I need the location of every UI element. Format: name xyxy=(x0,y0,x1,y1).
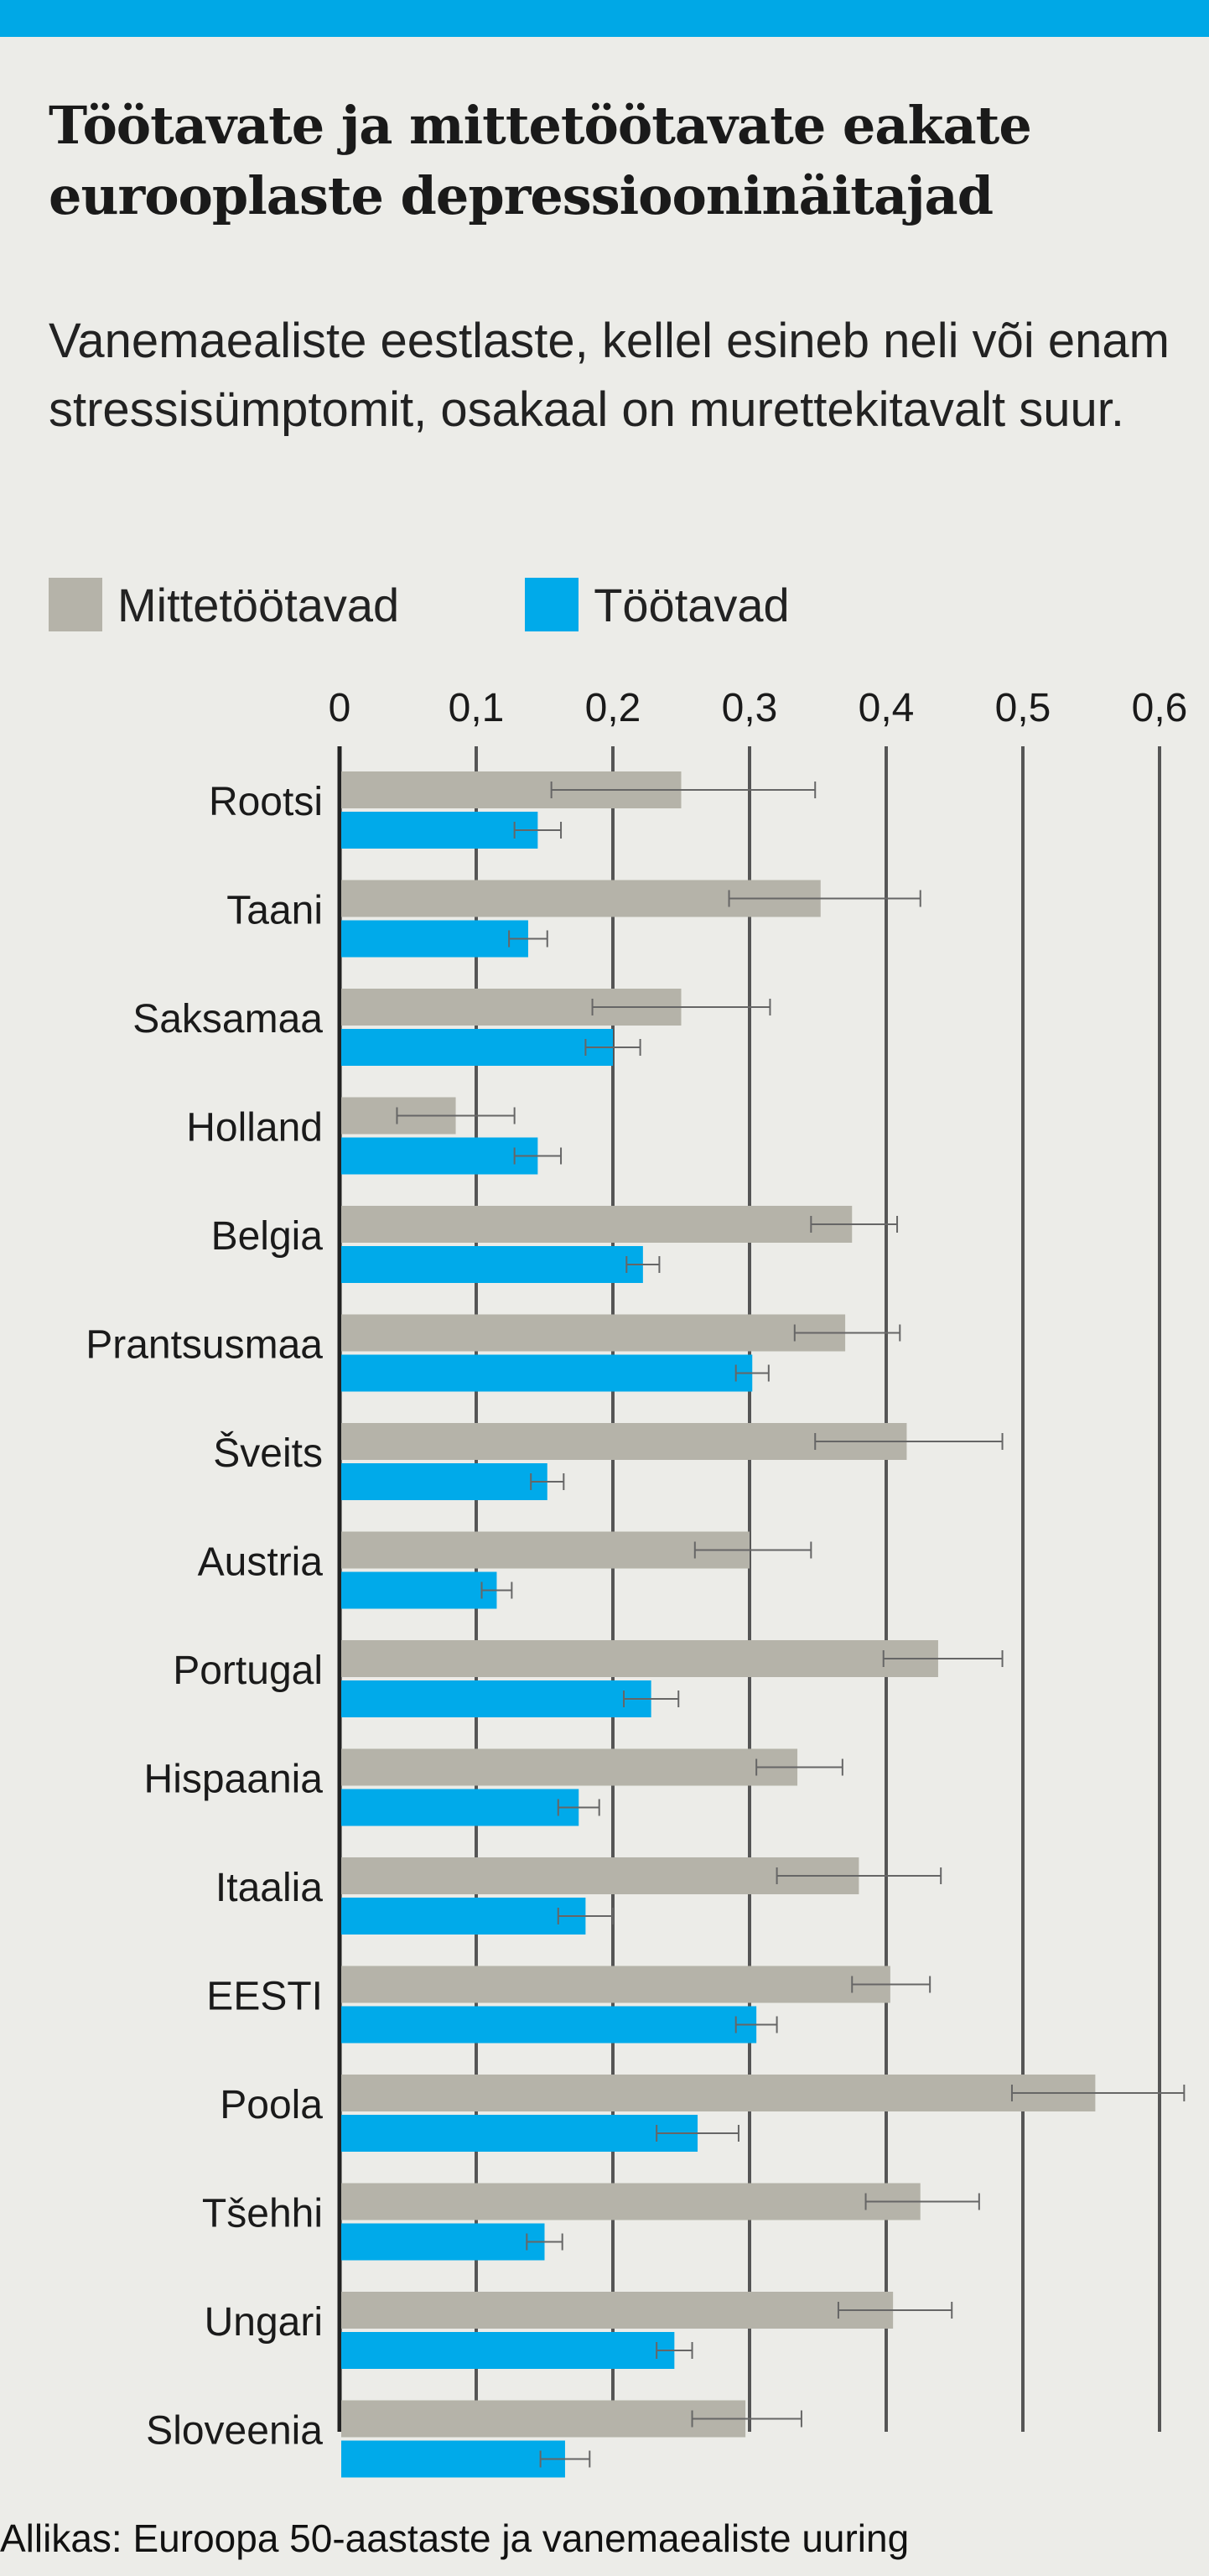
bar-tootavad xyxy=(341,1463,547,1500)
bar-mittetootavad xyxy=(341,2075,1096,2111)
bar-mittetootavad xyxy=(341,1314,846,1352)
bar-tootavad xyxy=(341,920,528,958)
bar-mittetootavad xyxy=(341,1966,890,2003)
category-label: Prantsusmaa xyxy=(86,1323,323,1368)
bar-tootavad xyxy=(341,1898,586,1935)
bar-mittetootavad xyxy=(341,1531,750,1569)
x-tick-label: 0,4 xyxy=(859,686,915,730)
legend-swatch-mittetootavad xyxy=(49,578,102,631)
bar-tootavad xyxy=(341,2115,698,2152)
x-tick-label: 0,3 xyxy=(722,686,778,730)
bar-mittetootavad xyxy=(341,1206,853,1243)
x-tick-label: 0,5 xyxy=(995,686,1051,730)
category-label: Poola xyxy=(220,2083,323,2127)
x-tick-label: 0,1 xyxy=(449,686,505,730)
category-label: Tšehhi xyxy=(202,2192,323,2236)
bar-tootavad xyxy=(341,2223,545,2261)
category-label: Austria xyxy=(198,1540,324,1585)
bar-tootavad xyxy=(341,2006,757,2044)
bar-tootavad xyxy=(341,1354,753,1392)
bar-mittetootavad xyxy=(341,2292,894,2329)
bar-chart: 0 0,1 0,2 0,3 0,4 0,5 0,6 Rootsi Taani Saksamaa Ho… xyxy=(86,686,1188,2478)
legend: Mittetöötavad Töötavad xyxy=(49,575,916,634)
category-label: Belgia xyxy=(211,1214,324,1259)
category-label: Rootsi xyxy=(209,780,323,824)
bar-tootavad xyxy=(341,1029,613,1066)
category-label: Šveits xyxy=(213,1431,323,1476)
bar-mittetootavad xyxy=(341,2400,746,2438)
legend-item-mittetootavad: Mittetöötavad xyxy=(49,578,399,632)
bar-tootavad xyxy=(341,1246,643,1283)
legend-item-tootavad: Töötavad xyxy=(525,578,790,632)
bar-mittetootavad xyxy=(341,1423,907,1460)
category-label: Itaalia xyxy=(215,1866,323,1910)
bar-tootavad xyxy=(341,1680,651,1717)
bar-tootavad xyxy=(341,1789,579,1826)
source-note: Allikas: Euroopa 50-aastaste ja vanemaea… xyxy=(0,2516,910,2560)
bar-tootavad xyxy=(341,1571,497,1609)
bar-mittetootavad xyxy=(341,1748,798,1786)
chart-title: Töötavate ja mittetöötavate eakate euroo… xyxy=(49,95,1032,226)
x-tick-label: 0,2 xyxy=(585,686,641,730)
legend-label-tootavad: Töötavad xyxy=(594,578,790,631)
bar-mittetootavad xyxy=(341,2183,921,2220)
category-label: Saksamaa xyxy=(132,997,323,1041)
x-tick-label: 0 xyxy=(329,686,351,730)
legend-label-mittetootavad: Mittetöötavad xyxy=(117,578,400,631)
category-label: Taani xyxy=(226,889,323,933)
bar-mittetootavad xyxy=(341,1640,938,1677)
category-label: Portugal xyxy=(173,1649,323,1693)
bar-tootavad xyxy=(341,2440,565,2478)
category-label: Holland xyxy=(186,1106,323,1150)
legend-swatch-tootavad xyxy=(525,578,579,631)
chart-subtitle: Vanemaealiste eestlaste, kellel esineb n… xyxy=(49,314,1170,437)
x-tick-label: 0,6 xyxy=(1132,686,1188,730)
bar-mittetootavad xyxy=(341,1857,859,1894)
bar-tootavad xyxy=(341,1137,538,1175)
category-label: Ungari xyxy=(205,2300,323,2345)
top-accent-bar xyxy=(0,0,1209,37)
category-label: EESTI xyxy=(206,1975,323,2019)
category-label: Hispaania xyxy=(144,1758,324,1802)
category-label: Sloveenia xyxy=(146,2409,323,2454)
bar-tootavad xyxy=(341,2332,675,2369)
bar-tootavad xyxy=(341,812,538,849)
